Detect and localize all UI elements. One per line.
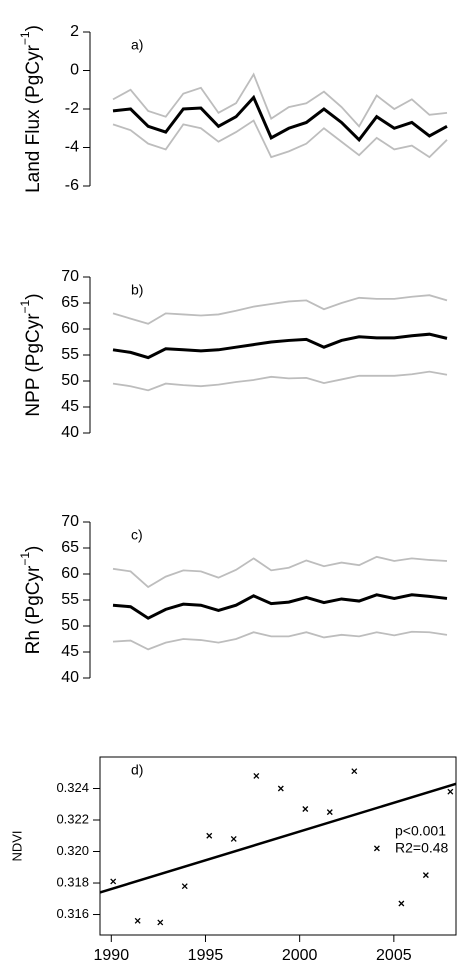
- y-tick-label: -2: [65, 100, 79, 117]
- panel-label: d): [131, 762, 143, 778]
- panel-label: b): [131, 282, 143, 298]
- point: [398, 900, 405, 907]
- point: [302, 806, 309, 812]
- y-tick-label: 0.320: [56, 843, 89, 858]
- plot-frame: [99, 756, 457, 936]
- point: [134, 917, 141, 924]
- y-tick-label: 0.316: [56, 906, 89, 921]
- annotation: R2=0.48: [395, 840, 449, 856]
- point: [326, 809, 333, 816]
- point: [230, 835, 237, 842]
- point: [277, 785, 284, 792]
- panel-label: a): [131, 37, 143, 53]
- y-tick-label: 55: [61, 591, 79, 608]
- series-line: [112, 119, 448, 159]
- series-line: [112, 593, 448, 620]
- y-tick-label: 70: [61, 513, 79, 530]
- annotation: p<0.001: [395, 823, 446, 839]
- panel-label: c): [131, 527, 143, 543]
- y-axis-label-end: ): [23, 25, 44, 31]
- point: [447, 788, 454, 795]
- y-tick-label: 2: [70, 23, 79, 40]
- y-axis-label: Rh (PgCyr−1): [18, 546, 44, 655]
- point: [110, 878, 117, 885]
- y-tick-label: 50: [61, 372, 79, 389]
- point: [422, 872, 429, 879]
- y-tick-label: -4: [65, 139, 79, 156]
- series-line: [112, 555, 448, 589]
- y-axis-label-text: Rh (PgCyr: [23, 565, 44, 654]
- series-line: [112, 630, 448, 651]
- y-tick-label: 45: [61, 398, 79, 415]
- y-axis-label-end: ): [23, 546, 44, 552]
- y-tick-label: 50: [61, 617, 79, 634]
- y-tick-label: 45: [61, 643, 79, 660]
- x-tick-label: 1995: [188, 947, 224, 964]
- point: [253, 772, 260, 779]
- x-tick-label: 1990: [94, 947, 130, 964]
- series-line: [112, 370, 448, 392]
- point: [373, 845, 380, 852]
- y-tick-label: 0: [70, 62, 79, 79]
- y-axis-label-sup: −1: [18, 299, 32, 313]
- x-tick-label: 2005: [376, 947, 412, 964]
- series-line: [112, 72, 448, 128]
- point: [206, 832, 213, 839]
- y-tick-label: 70: [61, 268, 79, 285]
- point: [351, 768, 358, 775]
- y-tick-label: 0.324: [56, 780, 89, 795]
- y-tick-label: 60: [61, 565, 79, 582]
- y-tick-label: 0.322: [56, 811, 89, 826]
- y-axis-label: NPP (PgCyr−1): [18, 293, 44, 416]
- series-line: [112, 94, 448, 143]
- y-axis-label-end: ): [23, 293, 44, 299]
- y-tick-label: 65: [61, 294, 79, 311]
- y-axis-label-sup: −1: [18, 31, 32, 45]
- y-tick-label: 0.318: [56, 874, 89, 889]
- y-axis-label-text: NPP (PgCyr: [23, 313, 44, 417]
- x-tick-label: 2000: [282, 947, 318, 964]
- y-axis-label-sup: −1: [18, 552, 32, 566]
- y-tick-label: 40: [61, 669, 79, 686]
- y-axis-label: Land Flux (PgCyr−1): [18, 25, 44, 193]
- trend-line: [99, 782, 457, 894]
- y-tick-label: 60: [61, 320, 79, 337]
- y-tick-label: 55: [61, 346, 79, 363]
- y-tick-label: 40: [61, 424, 79, 441]
- point: [157, 919, 164, 926]
- point: [181, 883, 188, 890]
- series-line: [112, 294, 448, 325]
- y-tick-label: -6: [65, 177, 79, 194]
- y-axis-label-text: Land Flux (PgCyr: [23, 44, 44, 193]
- series-line: [112, 332, 448, 360]
- y-axis-label: NDVI: [9, 830, 24, 861]
- y-tick-label: 65: [61, 539, 79, 556]
